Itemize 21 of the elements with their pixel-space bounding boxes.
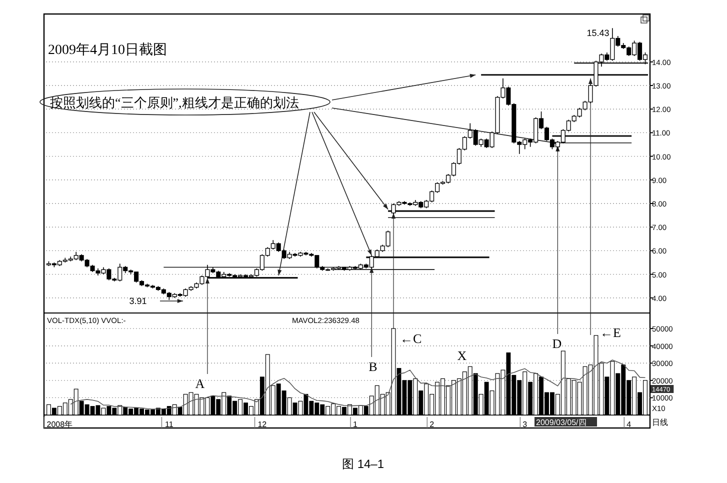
x-tick-label: 12 [258,420,268,429]
x-tick-label: 3 [522,420,528,429]
x-tick-label: 2 [430,420,435,429]
line-series [70,360,646,410]
annotation: D [552,336,562,351]
annotation: 15.43 [586,28,610,38]
annotation: ←E [600,325,621,340]
text: 日线 [652,418,668,427]
text: 2009年4月10日截图 [48,42,167,58]
annotation: ←C [400,331,422,346]
annotation: 按照划线的“三个原则”,粗线才是正确的划法 [50,95,299,110]
caption: 图 14–1 [342,457,384,471]
annotation: A [195,376,206,391]
annotation: 3.91 [129,296,147,306]
x-tick-label: 11 [164,420,174,429]
annotation: X [457,348,468,363]
text: 2009/03/05/四 [536,418,586,427]
annotation: B [368,359,378,374]
x-tick-label: 4 [626,420,632,429]
x-tick-label: 2008年 [46,420,73,429]
x-tick-label: 1 [352,420,358,429]
